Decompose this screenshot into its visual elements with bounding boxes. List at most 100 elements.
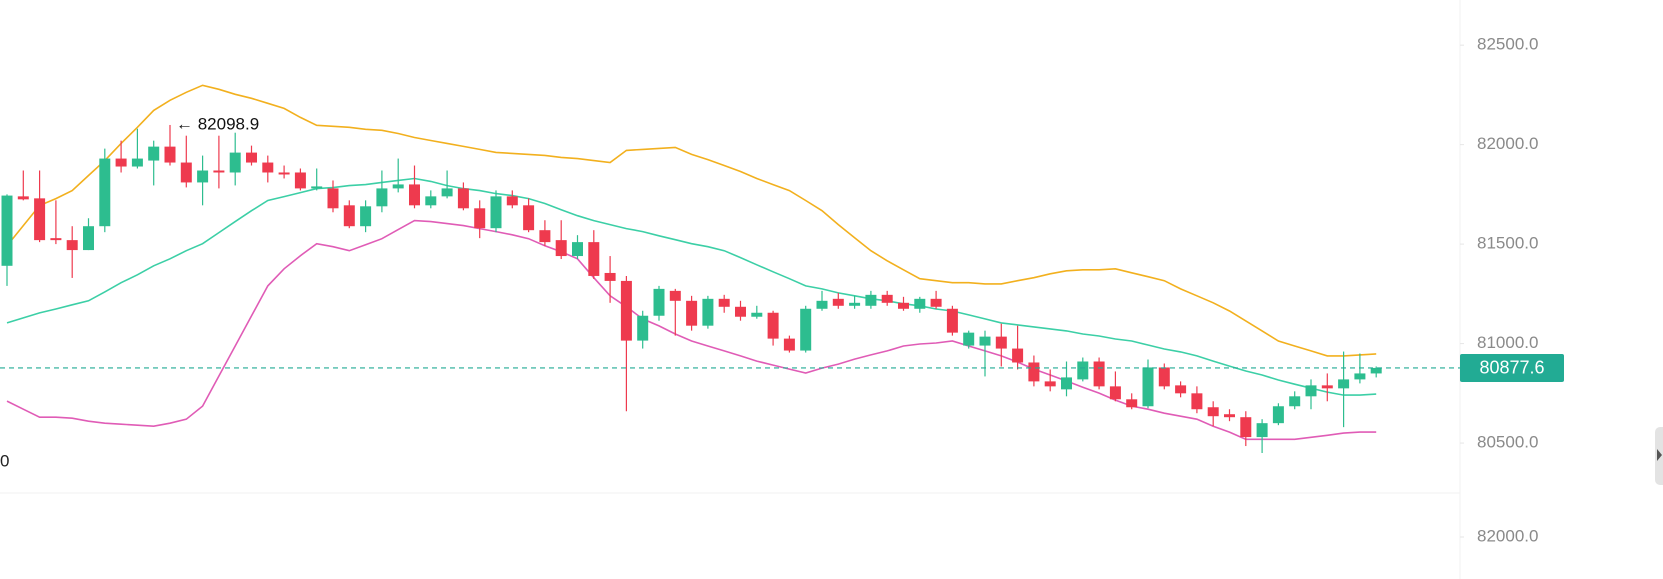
y-tick-label: 82500.0 bbox=[1477, 35, 1538, 54]
candle-body bbox=[1093, 361, 1105, 387]
candle-body bbox=[702, 298, 714, 326]
candle-body bbox=[1240, 417, 1252, 438]
candle-body bbox=[1175, 385, 1187, 394]
candle-body bbox=[1126, 399, 1138, 408]
scroll-arrow[interactable] bbox=[1657, 449, 1662, 461]
candle-body bbox=[83, 226, 94, 251]
candle-body bbox=[523, 205, 535, 231]
candle-body bbox=[1191, 393, 1203, 410]
candle-body bbox=[262, 162, 274, 173]
candle-body bbox=[1012, 348, 1024, 363]
candle-body bbox=[1224, 414, 1235, 418]
candle-body bbox=[881, 294, 893, 303]
y-tick-label: 82000.0 bbox=[1477, 134, 1538, 153]
candle-body bbox=[898, 302, 909, 309]
candle-body bbox=[490, 196, 502, 229]
candle-body bbox=[506, 196, 518, 206]
candle-body bbox=[767, 312, 779, 339]
candle-body bbox=[979, 336, 991, 346]
high-marker: ← 82098.9 bbox=[176, 114, 259, 133]
candle-body bbox=[457, 188, 469, 209]
candle-body bbox=[294, 172, 306, 189]
candle-body bbox=[1158, 367, 1170, 387]
candle-body bbox=[180, 162, 192, 183]
y-tick-label: 81000.0 bbox=[1477, 333, 1538, 352]
candle-body bbox=[278, 172, 290, 175]
candle-body bbox=[1044, 381, 1056, 387]
band-line bbox=[6, 177, 1377, 396]
candle-body bbox=[1370, 367, 1382, 374]
candle-body bbox=[1109, 386, 1121, 400]
candle-body bbox=[1, 195, 13, 266]
candle-body bbox=[148, 146, 160, 161]
candle-body bbox=[1207, 407, 1219, 417]
candle-body bbox=[1289, 396, 1301, 407]
candle-body bbox=[376, 188, 388, 207]
candle-body bbox=[409, 184, 420, 206]
candle-body bbox=[99, 158, 111, 227]
candle-body bbox=[17, 196, 29, 200]
y-tick-label: 81500.0 bbox=[1477, 234, 1538, 253]
candle-body bbox=[1028, 362, 1040, 382]
y-tick-label: 80500.0 bbox=[1477, 433, 1538, 452]
candle-body bbox=[1272, 406, 1284, 424]
candle-body bbox=[653, 288, 665, 316]
candle-body bbox=[914, 298, 926, 309]
candle-body bbox=[50, 238, 62, 241]
left-label: 0 bbox=[0, 451, 9, 470]
candle-body bbox=[783, 338, 795, 351]
candle-body bbox=[197, 170, 209, 183]
candles bbox=[1, 124, 1382, 454]
candle-body bbox=[800, 308, 812, 351]
candle-body bbox=[34, 198, 46, 241]
candle-body bbox=[686, 300, 698, 326]
candle-body bbox=[360, 206, 372, 227]
candle-body bbox=[637, 315, 649, 341]
candle-body bbox=[392, 184, 404, 189]
candle-body bbox=[115, 158, 127, 167]
candle-body bbox=[751, 312, 763, 317]
candle-body bbox=[229, 152, 241, 173]
candle-body bbox=[539, 230, 551, 243]
candle-body bbox=[620, 280, 632, 341]
candle-body bbox=[816, 300, 828, 309]
candle-body bbox=[425, 196, 437, 206]
band-line bbox=[6, 84, 1377, 357]
candle-body bbox=[555, 240, 567, 257]
candle-body bbox=[441, 188, 453, 197]
candle-body bbox=[213, 170, 225, 173]
candle-body bbox=[1305, 385, 1317, 397]
last-price-label: 80877.6 bbox=[1479, 358, 1544, 378]
candle-body bbox=[718, 298, 730, 307]
candle-body bbox=[327, 188, 339, 209]
candle-body bbox=[246, 152, 257, 163]
candle-body bbox=[1142, 367, 1154, 407]
candle-body bbox=[963, 332, 975, 346]
candle-body bbox=[164, 146, 176, 163]
candle-body bbox=[849, 302, 861, 306]
candle-body bbox=[946, 308, 958, 333]
candle-body bbox=[604, 272, 616, 281]
candle-body bbox=[1321, 385, 1333, 389]
candle-body bbox=[995, 336, 1007, 349]
candle-body bbox=[1256, 423, 1268, 438]
candle-body bbox=[865, 294, 877, 306]
candle-body bbox=[930, 298, 942, 307]
candle-body bbox=[131, 158, 143, 167]
candle-body bbox=[1077, 361, 1089, 380]
candle-body bbox=[572, 242, 583, 257]
candle-body bbox=[832, 298, 844, 306]
band-line bbox=[6, 219, 1377, 441]
last-price-tag bbox=[1460, 353, 1564, 382]
candle-body bbox=[311, 186, 323, 189]
candle-body bbox=[474, 208, 486, 229]
scroll-button[interactable] bbox=[1655, 427, 1663, 485]
candle-body bbox=[1061, 377, 1072, 390]
candle-body bbox=[1354, 373, 1366, 380]
candle-body bbox=[735, 306, 746, 317]
candle-body bbox=[66, 240, 78, 251]
candle-body bbox=[343, 205, 355, 227]
candle-body bbox=[1338, 379, 1350, 389]
